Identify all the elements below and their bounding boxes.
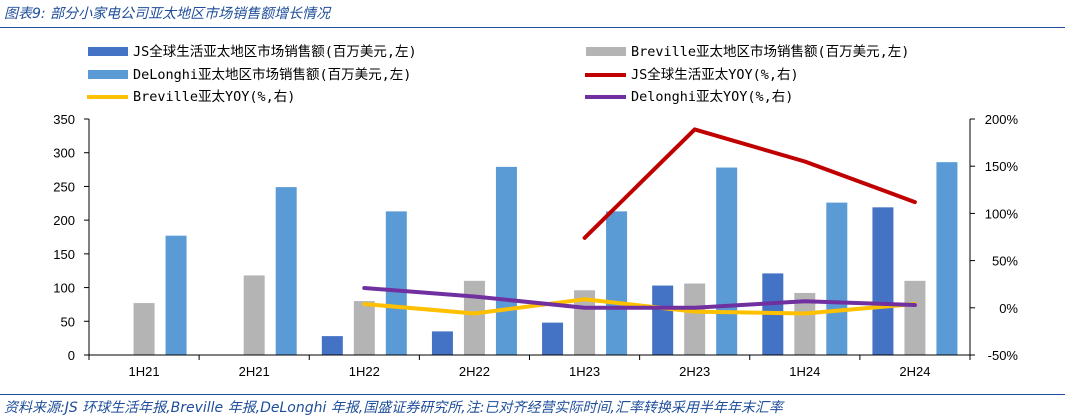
left-axis-tick-label: 150 [53, 247, 75, 262]
legend-label: Breville亚太YOY(%,右) [133, 89, 295, 105]
figure-title: 图表9: 部分小家电公司亚太地区市场销售额增长情况 [4, 6, 331, 22]
bar-js-1h22 [321, 336, 343, 355]
bar-js-1h23 [542, 322, 564, 355]
legend-swatch [88, 47, 128, 56]
bar-delonghi-2h22 [495, 166, 517, 355]
left-axis-tick-label: 200 [53, 213, 75, 228]
bar-js-2h22 [431, 331, 453, 355]
x-axis-tick-label: 2H21 [239, 364, 270, 379]
legend-swatch [88, 70, 128, 79]
bar-breville-2h22 [463, 280, 485, 355]
bar-layer [133, 162, 958, 355]
bar-delonghi-1h24 [826, 202, 848, 355]
bar-delonghi-1h23 [606, 211, 628, 355]
x-axis-tick-label: 1H21 [129, 364, 160, 379]
chart: JS全球生活亚太地区市场销售额(百万美元,左) Breville亚太地区市场销售额… [53, 43, 1018, 379]
left-axis-tick-label: 50 [61, 314, 75, 329]
x-axis-tick-label: 1H22 [349, 364, 380, 379]
source-rule [0, 394, 1065, 395]
x-axis-tick-label: 1H24 [789, 364, 820, 379]
x-axis-tick-label: 2H23 [679, 364, 710, 379]
bar-js-2h24 [872, 207, 894, 355]
right-axis-tick-label: 100% [985, 206, 1019, 221]
bar-breville-2h24 [904, 280, 926, 355]
legend-label: JS全球生活亚太YOY(%,右) [631, 66, 799, 83]
source-note: 资料来源:JS 环球生活年报,Breville 年报,DeLonghi 年报,国… [4, 400, 783, 416]
bar-delonghi-2h21 [275, 187, 297, 355]
title-rule [0, 27, 1065, 28]
line-series-breville-yoy [362, 297, 917, 316]
right-axis-tick-label: 0% [999, 301, 1018, 316]
legend-label: Breville亚太地区市场销售额(百万美元,左) [631, 43, 909, 60]
bar-delonghi-2h23 [716, 167, 738, 355]
bar-breville-1h24 [794, 292, 816, 355]
left-axis-tick-label: 300 [53, 146, 75, 161]
right-axis-tick-label: -50% [988, 348, 1019, 363]
legend-swatch [586, 47, 626, 56]
bar-js-2h23 [652, 285, 674, 355]
bar-delonghi-1h22 [385, 211, 407, 355]
bar-breville-1h22 [353, 301, 375, 355]
left-axis-tick-label: 100 [53, 281, 75, 296]
right-axis-tick-label: 200% [985, 112, 1019, 127]
line-series-js-yoy [582, 127, 917, 240]
left-axis-tick-label: 0 [68, 348, 75, 363]
left-axis-tick-label: 250 [53, 179, 75, 194]
bar-delonghi-2h24 [936, 162, 958, 355]
bar-breville-2h21 [243, 275, 265, 355]
x-axis-tick-label: 1H23 [569, 364, 600, 379]
legend: JS全球生活亚太地区市场销售额(百万美元,左) Breville亚太地区市场销售额… [87, 43, 909, 105]
bar-breville-1h21 [133, 303, 155, 355]
axes: 0 50 100 150 200 250 300 350 -50% 0% 50% 100% 150% 20… [53, 112, 1018, 379]
left-axis-tick-label: 350 [53, 112, 75, 127]
line-layer [362, 127, 917, 316]
line-series-delonghi-yoy [362, 286, 917, 310]
legend-label: JS全球生活亚太地区市场销售额(百万美元,左) [133, 43, 417, 60]
x-axis-tick-label: 2H24 [899, 364, 930, 379]
bar-delonghi-1h21 [165, 235, 187, 355]
bar-breville-2h23 [684, 283, 706, 355]
right-axis-tick-label: 150% [985, 159, 1019, 174]
x-axis-tick-label: 2H22 [459, 364, 490, 379]
legend-label: DeLonghi亚太地区市场销售额(百万美元,左) [133, 66, 411, 83]
legend-label: Delonghi亚太YOY(%,右) [631, 89, 793, 105]
right-axis-tick-label: 50% [992, 254, 1018, 269]
